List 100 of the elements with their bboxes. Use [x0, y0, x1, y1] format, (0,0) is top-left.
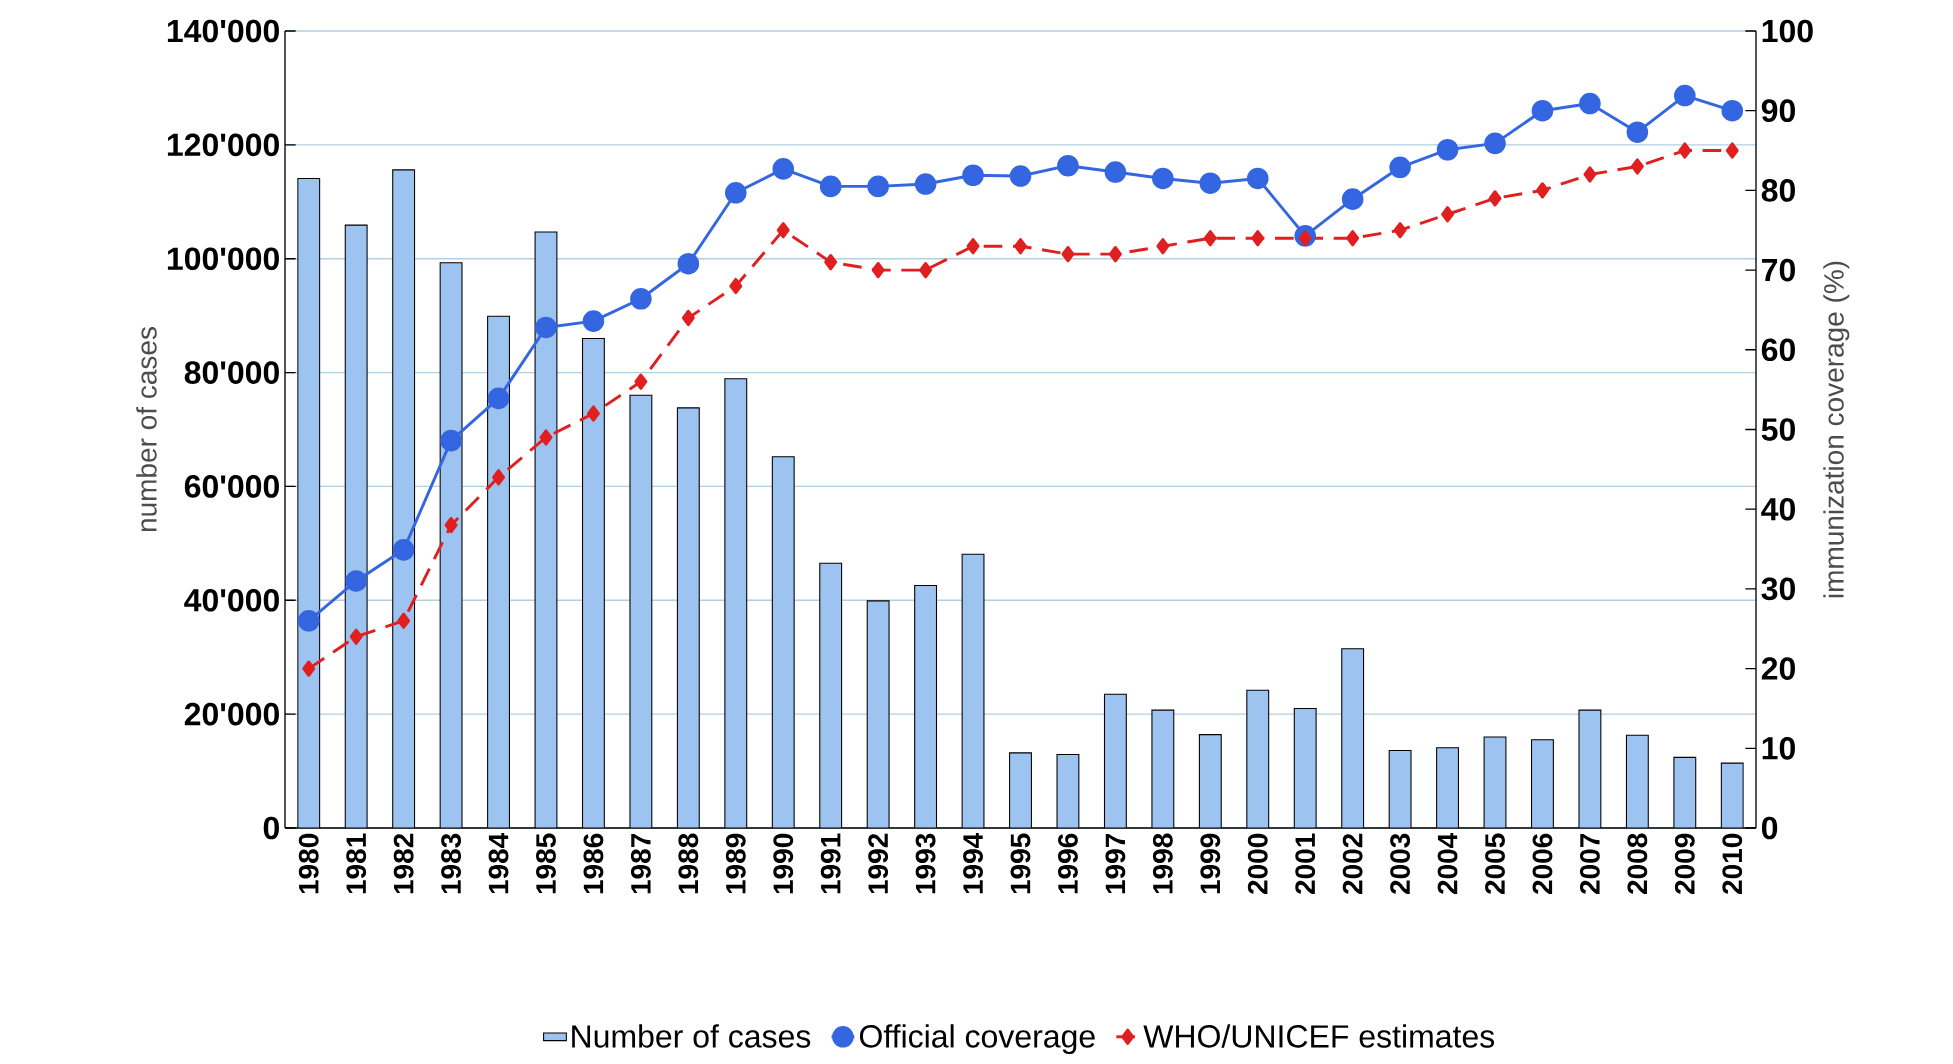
x-tick-label: 1990: [773, 833, 794, 894]
y2-tick-label: 80: [1761, 179, 1795, 202]
point: [871, 261, 885, 279]
point: [966, 238, 980, 255]
point: [1583, 166, 1597, 183]
x-tick-label: 2004: [1437, 832, 1458, 895]
y2-tick-label: 30: [1761, 577, 1795, 601]
y-tick-label: 80'000: [184, 361, 279, 384]
x-tick-label: 1981: [346, 833, 367, 894]
point: [345, 570, 367, 592]
point: [919, 261, 933, 279]
y-tick-label: 0: [263, 816, 279, 840]
point: [1579, 92, 1601, 115]
point: [681, 309, 695, 327]
point: [492, 469, 505, 486]
x-tick-label: 1982: [393, 833, 414, 894]
point: [1488, 190, 1502, 207]
point: [1246, 167, 1269, 190]
point: [1630, 158, 1644, 175]
x-tick-label: 1996: [1058, 833, 1078, 894]
x-tick-label: 1995: [1010, 833, 1031, 894]
y2-tick-label: 20: [1761, 657, 1795, 680]
point: [1014, 238, 1027, 255]
point: [1009, 165, 1032, 187]
point: [582, 310, 605, 332]
point: [1626, 121, 1649, 144]
legend-label: Number of cases: [572, 1024, 811, 1048]
legend-label: Official coverage: [859, 1024, 1095, 1055]
y2-tick-label: 10: [1762, 736, 1795, 760]
x-tick-label: 1985: [536, 833, 556, 894]
point: [1484, 132, 1506, 155]
point: [487, 387, 510, 410]
point: [586, 405, 600, 422]
point: [1156, 238, 1170, 255]
x-tick-label: 2002: [1342, 833, 1363, 895]
y2-tick-label: 50: [1761, 418, 1795, 441]
x-tick-label: 1983: [441, 833, 462, 894]
x-tick-label: 1988: [678, 833, 699, 894]
point: [440, 429, 462, 452]
point: [1436, 138, 1459, 161]
x-tick-label: 2009: [1674, 833, 1695, 895]
point: [1152, 167, 1174, 190]
point: [539, 429, 553, 446]
point: [819, 175, 842, 198]
point: [1251, 230, 1265, 247]
point: [1393, 222, 1407, 239]
point: [397, 612, 411, 629]
y2-tick-label: 40: [1761, 497, 1795, 521]
x-tick-label: 1999: [1200, 833, 1221, 894]
point: [1389, 156, 1411, 179]
x-tick-label: 1992: [868, 833, 889, 894]
y2-tick-label: 60: [1761, 338, 1795, 362]
point: [1104, 161, 1127, 183]
y-tick-label: 40'000: [184, 588, 279, 612]
x-tick-label: 1989: [725, 833, 746, 894]
y-tick-label: 20'000: [184, 702, 279, 726]
point: [1535, 182, 1549, 199]
point: [1108, 246, 1122, 263]
point: [677, 252, 700, 275]
x-tick-label: 1994: [963, 832, 983, 894]
point: [824, 253, 838, 271]
point: [729, 277, 743, 295]
point: [1531, 99, 1554, 122]
y2-tick-label: 70: [1762, 258, 1795, 282]
x-tick-label: 1991: [820, 833, 841, 894]
y-tick-label: 60'000: [184, 475, 279, 498]
y-tick-label: 100'000: [167, 247, 279, 271]
x-tick-label: 2000: [1247, 833, 1268, 895]
x-tick-label: 2001: [1295, 833, 1316, 895]
y-axis-title: number of cases: [136, 327, 157, 532]
x-tick-label: 2005: [1485, 833, 1505, 895]
y2-axis-title: immunization coverage (%): [1823, 261, 1850, 598]
point: [1721, 99, 1744, 122]
x-tick-label: 2007: [1580, 833, 1600, 895]
point: [302, 660, 316, 677]
x-tick-label: 1993: [915, 833, 936, 894]
point: [535, 316, 557, 339]
point: [1674, 84, 1696, 107]
x-tick-label: 1998: [1152, 833, 1173, 894]
x-tick-label: 1987: [630, 833, 651, 894]
point: [724, 181, 747, 204]
x-tick-label: 2008: [1627, 833, 1648, 895]
point: [1061, 246, 1075, 263]
y-tick-label: 120'000: [167, 133, 279, 157]
point: [1725, 142, 1739, 159]
point: [630, 287, 652, 310]
x-tick-label: 2003: [1390, 833, 1411, 895]
point: [772, 158, 795, 180]
y2-tick-label: 100: [1762, 19, 1813, 43]
x-tick-label: 1997: [1105, 833, 1126, 894]
point: [634, 373, 648, 390]
point: [444, 517, 458, 534]
y-tick-label: 140'000: [167, 19, 279, 43]
point: [1346, 230, 1360, 247]
point: [1441, 206, 1455, 223]
point: [914, 173, 937, 195]
point: [349, 628, 363, 645]
point: [1341, 188, 1364, 210]
y2-tick-label: 90: [1761, 99, 1795, 123]
point: [1199, 172, 1222, 195]
